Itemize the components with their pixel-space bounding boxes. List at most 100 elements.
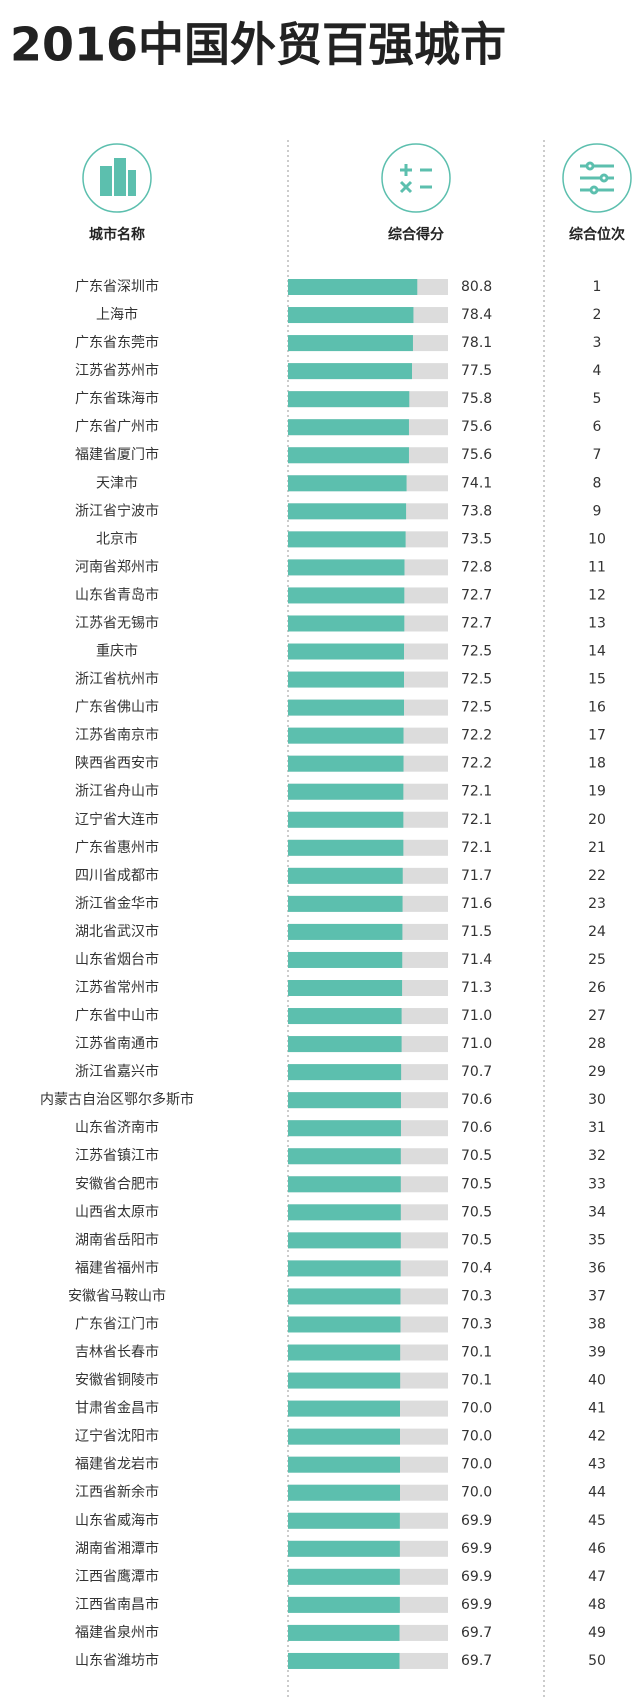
- city-name: 陕西省西安市: [75, 755, 159, 772]
- rank: 29: [588, 1064, 606, 1080]
- city-name: 山东省潍坊市: [75, 1652, 159, 1669]
- value-label: 72.2: [461, 728, 492, 744]
- bar: [288, 1288, 401, 1305]
- value-label: 69.9: [461, 1597, 492, 1613]
- city-name: 山东省烟台市: [75, 951, 159, 968]
- city-name: 天津市: [96, 474, 138, 491]
- city-name: 浙江省宁波市: [75, 502, 159, 519]
- rank: 48: [588, 1597, 606, 1613]
- rank: 5: [593, 391, 602, 407]
- rank: 12: [588, 587, 606, 603]
- rank: 45: [588, 1513, 606, 1529]
- rank: 18: [588, 756, 606, 772]
- value-label: 71.6: [461, 896, 492, 912]
- city-name: 四川省成都市: [75, 867, 159, 884]
- rank: 31: [588, 1120, 606, 1136]
- city-name: 福建省泉州市: [75, 1624, 159, 1641]
- value-label: 70.1: [461, 1373, 492, 1389]
- city-name: 广东省深圳市: [75, 278, 159, 295]
- value-label: 72.5: [461, 672, 492, 688]
- bar: [288, 531, 406, 548]
- column-header: 综合得分: [388, 226, 444, 243]
- bar: [288, 895, 403, 912]
- rank: 49: [588, 1625, 606, 1641]
- value-label: 72.5: [461, 644, 492, 660]
- rank: 32: [588, 1148, 606, 1164]
- value-label: 80.8: [461, 279, 492, 295]
- city-name: 广东省中山市: [75, 1007, 159, 1024]
- rank: 11: [588, 559, 606, 575]
- rank: 44: [588, 1485, 606, 1501]
- rank: 16: [588, 700, 606, 716]
- rank-icon: [562, 143, 632, 213]
- bar: [288, 1456, 400, 1473]
- bar: [288, 279, 418, 295]
- city-name: 辽宁省沈阳市: [75, 1428, 159, 1445]
- bar: [288, 671, 404, 688]
- bar: [288, 1428, 400, 1445]
- value-label: 78.4: [461, 307, 492, 323]
- bar: [288, 727, 404, 744]
- bar: [288, 699, 404, 716]
- value-label: 75.8: [461, 391, 492, 407]
- bar: [288, 1260, 401, 1277]
- rank: 10: [588, 531, 606, 547]
- city-name: 江西省鹰潭市: [75, 1568, 159, 1585]
- city-name: 浙江省金华市: [75, 895, 159, 912]
- city-name: 安徽省马鞍山市: [68, 1287, 166, 1304]
- value-label: 72.5: [461, 700, 492, 716]
- bar: [288, 1596, 400, 1613]
- value-label: 71.7: [461, 868, 492, 884]
- city-name: 山东省威海市: [75, 1512, 159, 1529]
- rank: 42: [588, 1429, 606, 1445]
- bar: [288, 951, 403, 968]
- rank: 37: [588, 1288, 606, 1304]
- bar: [288, 335, 413, 352]
- bar: [288, 923, 403, 940]
- column-header: 城市名称: [89, 226, 145, 243]
- bar: [288, 1204, 401, 1221]
- rank: 28: [588, 1036, 606, 1052]
- city-name: 广东省佛山市: [75, 699, 159, 716]
- value-label: 70.0: [461, 1429, 492, 1445]
- value-label: 70.5: [461, 1176, 492, 1192]
- bar: [288, 1176, 401, 1193]
- bar: [288, 447, 409, 464]
- value-label: 72.2: [461, 756, 492, 772]
- city-name: 浙江省舟山市: [75, 783, 159, 800]
- bar: [288, 1344, 401, 1361]
- city-name: 福建省龙岩市: [75, 1456, 159, 1473]
- bar: [288, 839, 404, 856]
- value-label: 70.4: [461, 1260, 492, 1276]
- value-label: 69.7: [461, 1653, 492, 1669]
- city-name: 北京市: [96, 530, 138, 547]
- value-label: 71.3: [461, 980, 492, 996]
- rank: 34: [588, 1204, 606, 1220]
- rank: 33: [588, 1176, 606, 1192]
- value-label: 70.1: [461, 1345, 492, 1361]
- rank: 3: [593, 335, 602, 351]
- bar: [288, 1008, 402, 1025]
- rank: 24: [588, 924, 606, 940]
- bar: [288, 1568, 400, 1585]
- value-label: 72.1: [461, 784, 492, 800]
- rank: 22: [588, 868, 606, 884]
- rank: 8: [593, 475, 602, 491]
- value-label: 69.7: [461, 1625, 492, 1641]
- bar: [288, 1092, 401, 1109]
- rank: 26: [588, 980, 606, 996]
- rank: 36: [588, 1260, 606, 1276]
- rank: 7: [593, 447, 602, 463]
- bar: [288, 1148, 401, 1165]
- value-label: 72.8: [461, 559, 492, 575]
- bar: [288, 1316, 401, 1333]
- city-name: 山东省济南市: [75, 1119, 159, 1136]
- city-name: 重庆市: [96, 643, 138, 660]
- value-label: 72.1: [461, 840, 492, 856]
- city-name: 内蒙古自治区鄂尔多斯市: [40, 1091, 194, 1108]
- rank: 21: [588, 840, 606, 856]
- bar: [288, 391, 410, 408]
- city-name: 福建省福州市: [75, 1259, 159, 1276]
- city-name: 上海市: [96, 306, 138, 323]
